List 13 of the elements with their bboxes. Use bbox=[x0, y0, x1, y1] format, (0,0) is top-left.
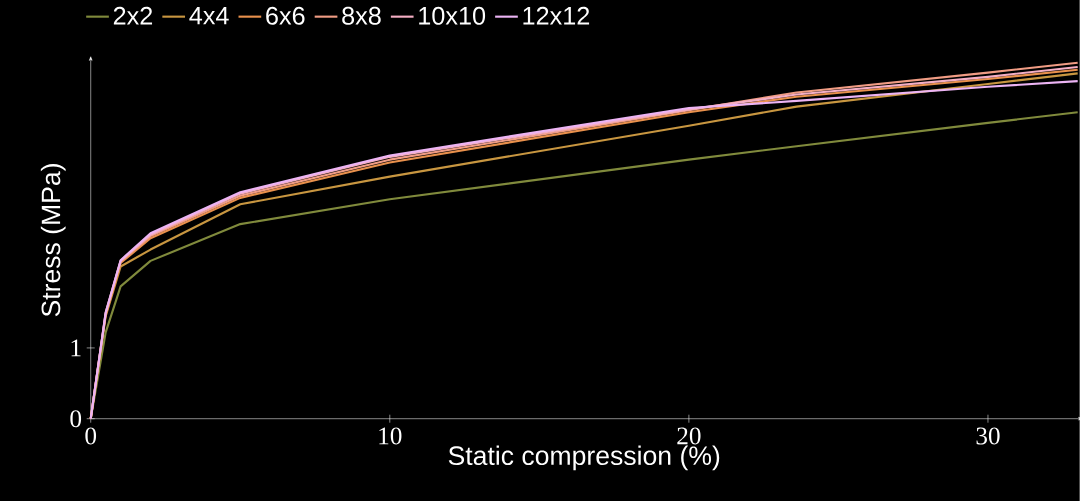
y-axis-title: Stress (MPa) bbox=[40, 163, 66, 317]
x-tick-label: 10 bbox=[379, 427, 402, 445]
legend-label: 8x8 bbox=[342, 6, 381, 25]
legend-label: 4x4 bbox=[189, 6, 229, 25]
x-tick-label: 0 bbox=[85, 427, 97, 445]
legend-label: 12x12 bbox=[523, 6, 590, 25]
legend-label: 6x6 bbox=[266, 6, 305, 25]
x-tick-label: 20 bbox=[677, 427, 701, 445]
y-tick-label: 1 bbox=[71, 339, 81, 357]
x-tick-label: 30 bbox=[976, 427, 1000, 445]
legend-label: 2x2 bbox=[113, 6, 153, 25]
x-axis-title: Static compression (%) bbox=[448, 445, 720, 471]
legend-label: 10x10 bbox=[419, 6, 486, 25]
